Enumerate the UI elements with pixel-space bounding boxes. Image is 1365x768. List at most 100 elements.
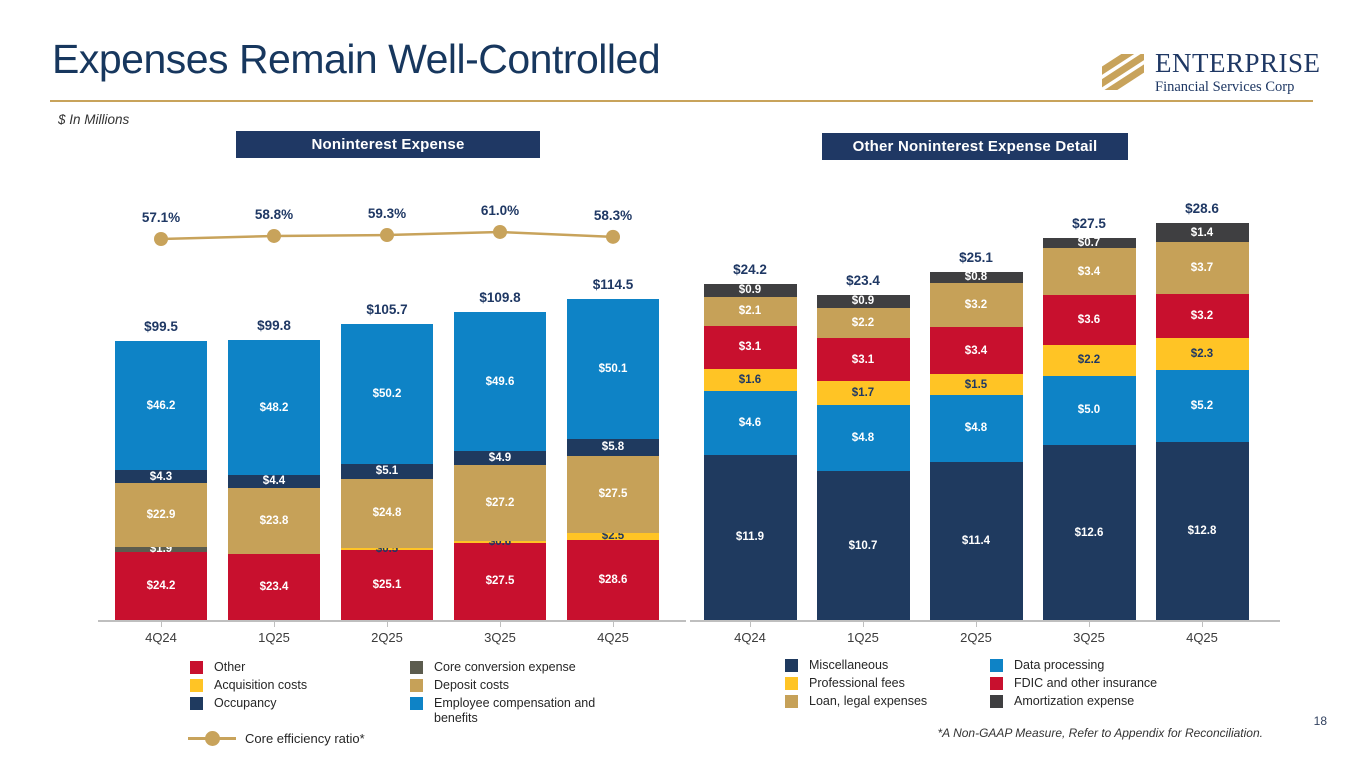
bar-segment-label: $0.7 [1077, 237, 1101, 250]
legend-column: Core conversion expense Deposit costs Empl… [410, 660, 610, 726]
bar-segment-label: $3.6 [1077, 314, 1101, 327]
page-title: Expenses Remain Well-Controlled [52, 36, 661, 82]
legend-item-label: Amortization expense [1014, 694, 1135, 708]
bar-segment [929, 271, 1023, 283]
bar-segment-label: $23.8 [259, 514, 289, 527]
efficiency-ratio-point [380, 228, 394, 243]
legend-item-label: Loan, legal expenses [809, 694, 928, 708]
bar-segment-label: $28.6 [598, 573, 628, 586]
bar-segment [929, 461, 1023, 620]
bar-total-label: $28.6 [1185, 201, 1219, 217]
legend-swatch-icon [785, 695, 798, 708]
legend-column: Data processing FDIC and other insurance A… [990, 658, 1190, 709]
legend-item-label: Other [214, 660, 246, 674]
legend-column: Other Acquisition costs Occupancy [190, 660, 410, 726]
bar-segment [115, 482, 207, 547]
bar-segment [454, 541, 546, 543]
axis-tick [613, 622, 614, 627]
right-chart-title: Other Noninterest Expense Detail [822, 133, 1128, 160]
bar-segment-label: $3.1 [851, 353, 875, 366]
bar-segment [816, 307, 910, 339]
non-gaap-footnote: *A Non-GAAP Measure, Refer to Appendix f… [937, 726, 1264, 740]
legend-item-label: Occupancy [214, 696, 277, 710]
bar-segment [929, 395, 1023, 462]
x-axis-label: 2Q25 [371, 630, 403, 645]
efficiency-ratio-point [154, 232, 168, 246]
bar-segment-label: $4.8 [851, 432, 875, 445]
efficiency-ratio-label: 61.0% [480, 202, 520, 218]
legend-swatch-icon [190, 679, 203, 692]
bar-segment [1155, 293, 1249, 339]
bar-segment [115, 470, 207, 483]
bar-segment-label: $4.3 [149, 470, 173, 483]
bar-segment [228, 487, 320, 555]
legend-swatch-icon [990, 659, 1003, 672]
bar-segment-label: $4.4 [262, 475, 286, 488]
bar-segment-label: $12.6 [1074, 526, 1104, 539]
bar-total-label: $109.8 [479, 290, 521, 305]
legend-swatch-icon [990, 695, 1003, 708]
bar-segment [228, 340, 320, 476]
bar-total-label: $25.1 [959, 249, 993, 265]
x-axis [98, 620, 686, 622]
bar-segment-label: $2.2 [1077, 354, 1101, 367]
bar-segment-label: $3.2 [1190, 310, 1214, 323]
bar-segment-label: $5.1 [375, 465, 399, 478]
bar-segment [1155, 370, 1249, 443]
x-axis-label: 4Q25 [597, 630, 629, 645]
legend-item: Loan, legal expenses [785, 694, 990, 709]
bar-segment [1042, 238, 1136, 248]
logo-company-name: ENTERPRISE [1155, 48, 1321, 78]
bar-total-label: $24.2 [733, 262, 767, 278]
axis-tick [976, 622, 977, 627]
legend-swatch-icon [410, 661, 423, 674]
legend-item: Amortization expense [990, 694, 1190, 709]
bar-segment-label: $10.7 [848, 539, 878, 552]
page-number: 18 [1313, 714, 1327, 728]
right-chart-legend: Miscellaneous Professional fees Loan, lega… [785, 658, 1190, 709]
bar-segment [454, 312, 546, 452]
bar-total-label: $105.7 [366, 301, 408, 317]
legend-item-label: Data processing [1014, 658, 1105, 672]
bar-segment-label: $3.4 [964, 344, 988, 357]
bar-total-label: $23.4 [846, 273, 880, 289]
bar-segment [341, 549, 433, 620]
bar-segment [341, 464, 433, 479]
legend-item-label: Miscellaneous [809, 658, 889, 672]
efficiency-ratio-point [606, 229, 620, 244]
bar-segment-label: $5.0 [1077, 404, 1101, 417]
legend-swatch-icon [410, 697, 423, 710]
bar-segment [567, 532, 659, 540]
legend-item: Acquisition costs [190, 678, 410, 693]
bar-total-label: $114.5 [592, 276, 634, 292]
legend-item: Employee compensation and benefits [410, 696, 610, 726]
efficiency-ratio-label: 59.3% [367, 206, 407, 222]
left-chart-title: Noninterest Expense [236, 131, 540, 158]
bar-segment [228, 475, 320, 488]
legend-item: Professional fees [785, 676, 990, 691]
logo-company-subtitle: Financial Services Corp [1155, 79, 1295, 95]
bar-segment-label: $0.9 [738, 284, 762, 297]
bar-segment [1042, 248, 1136, 296]
bar-segment-label: $0.9 [851, 295, 875, 308]
efficiency-ratio-label: 58.8% [254, 206, 294, 222]
bar-segment-label: $3.4 [1077, 265, 1101, 278]
bar-segment [567, 298, 659, 440]
x-axis-label: 2Q25 [960, 630, 992, 645]
bar-segment-label: $5.8 [601, 441, 625, 454]
legend-item-label: Core conversion expense [434, 660, 576, 674]
bar-segment [703, 454, 797, 620]
x-axis-label: 4Q24 [145, 630, 177, 645]
x-axis-label: 1Q25 [847, 630, 879, 645]
bar-segment-label: $1.5 [964, 378, 988, 391]
bar-segment-label: $24.8 [372, 507, 402, 520]
units-note: $ In Millions [58, 112, 130, 127]
logo-text: ENTERPRISE Financial Services Corp [1155, 50, 1321, 95]
bar-segment [341, 548, 433, 550]
bar-segment [1042, 295, 1136, 346]
legend-item: Miscellaneous [785, 658, 990, 673]
legend-column: Miscellaneous Professional fees Loan, lega… [785, 658, 990, 709]
bar-segment [1155, 338, 1249, 371]
efficiency-ratio-point [267, 228, 281, 243]
bar-segment-label: $4.6 [738, 416, 762, 429]
